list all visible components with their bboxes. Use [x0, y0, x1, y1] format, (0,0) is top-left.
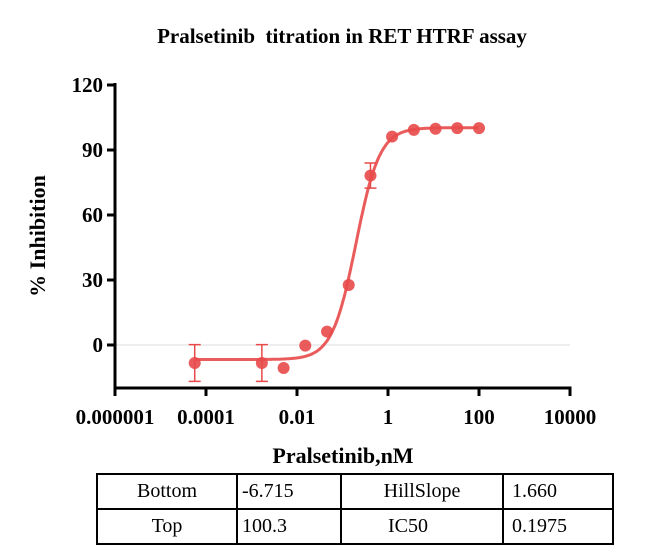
y-tick-label: 120 [72, 73, 104, 97]
param-label: IC50 [340, 508, 504, 545]
y-tick-label: 90 [82, 138, 103, 162]
y-tick-label: 0 [93, 333, 104, 357]
data-point [299, 339, 312, 352]
table-row: Top 100.3 IC50 0.1975 [96, 508, 614, 545]
chart-title: Pralsetinib titration in RET HTRF assay [157, 24, 527, 48]
data-point [342, 278, 355, 291]
x-tick-label: 0.000001 [76, 405, 155, 429]
x-tick-label: 100 [463, 405, 495, 429]
x-tick-label: 10000 [544, 405, 597, 429]
dose-response-chart: Pralsetinib titration in RET HTRF assay … [25, 24, 597, 468]
y-axis-label: % Inhibition [25, 175, 50, 297]
x-tick-label: 0.0001 [177, 405, 235, 429]
y-tick-label: 60 [82, 203, 103, 227]
data-point [255, 356, 268, 369]
table-row: Bottom -6.715 HillSlope 1.660 [96, 473, 614, 510]
param-label: HillSlope [340, 473, 504, 510]
param-value: 100.3 [236, 508, 342, 545]
fit-curve [194, 126, 479, 361]
data-point [451, 122, 464, 135]
param-label: Bottom [96, 473, 238, 510]
param-value: 1.660 [502, 473, 614, 510]
param-label: Top [96, 508, 238, 545]
data-point [277, 361, 290, 374]
data-point [321, 325, 334, 338]
y-tick-label: 30 [82, 268, 103, 292]
data-point [473, 122, 485, 135]
fit-parameters-table: Bottom -6.715 HillSlope 1.660 Top 100.3 … [96, 473, 614, 545]
data-point [429, 122, 442, 135]
x-tick-label: 1 [383, 405, 394, 429]
x-axis-label: Pralsetinib,nM [272, 443, 413, 468]
param-value: 0.1975 [502, 508, 614, 545]
x-tick-label: 0.01 [279, 405, 316, 429]
data-point [364, 169, 377, 182]
data-point [188, 356, 201, 369]
data-point [386, 130, 399, 143]
param-value: -6.715 [236, 473, 342, 510]
data-point [407, 123, 420, 136]
